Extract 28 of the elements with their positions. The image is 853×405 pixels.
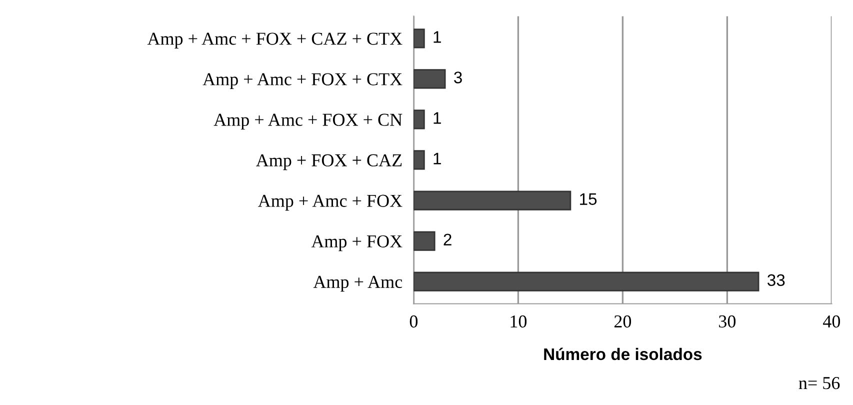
bar (414, 272, 760, 292)
y-tick-label: Amp + Amc + FOX + CAZ + CTX (147, 32, 402, 48)
data-label: 1 (434, 31, 441, 43)
bar (414, 190, 572, 210)
data-label: 2 (444, 234, 452, 246)
x-axis-title: Número de isolados (544, 348, 702, 360)
bar (414, 110, 425, 130)
bar (414, 150, 425, 170)
y-tick-label: Amp + FOX (311, 235, 402, 252)
y-tick-label: Amp + Amc + FOX (258, 194, 402, 211)
bar (414, 231, 436, 251)
y-tick-label: Amp + Amc (313, 276, 402, 292)
y-tick-label: Amp + Amc + FOX + CTX (202, 73, 402, 90)
data-label: 15 (580, 193, 597, 205)
y-tick-label: Amp + Amc + FOX + CN (214, 114, 402, 130)
data-label: 1 (434, 112, 441, 124)
y-tick-label: Amp + FOX + CAZ (256, 154, 402, 170)
bar (414, 28, 425, 48)
data-label: 1 (434, 152, 441, 164)
data-label: 33 (768, 274, 785, 286)
x-tick-label: 0 (410, 315, 418, 328)
x-tick-label: 10 (510, 315, 527, 328)
x-tick-label: 30 (719, 315, 736, 328)
data-label: 3 (454, 72, 462, 84)
text: n= 56 (798, 377, 840, 390)
x-tick-label: 20 (614, 315, 632, 328)
x-tick-label: 40 (823, 315, 840, 328)
bar (414, 69, 446, 89)
